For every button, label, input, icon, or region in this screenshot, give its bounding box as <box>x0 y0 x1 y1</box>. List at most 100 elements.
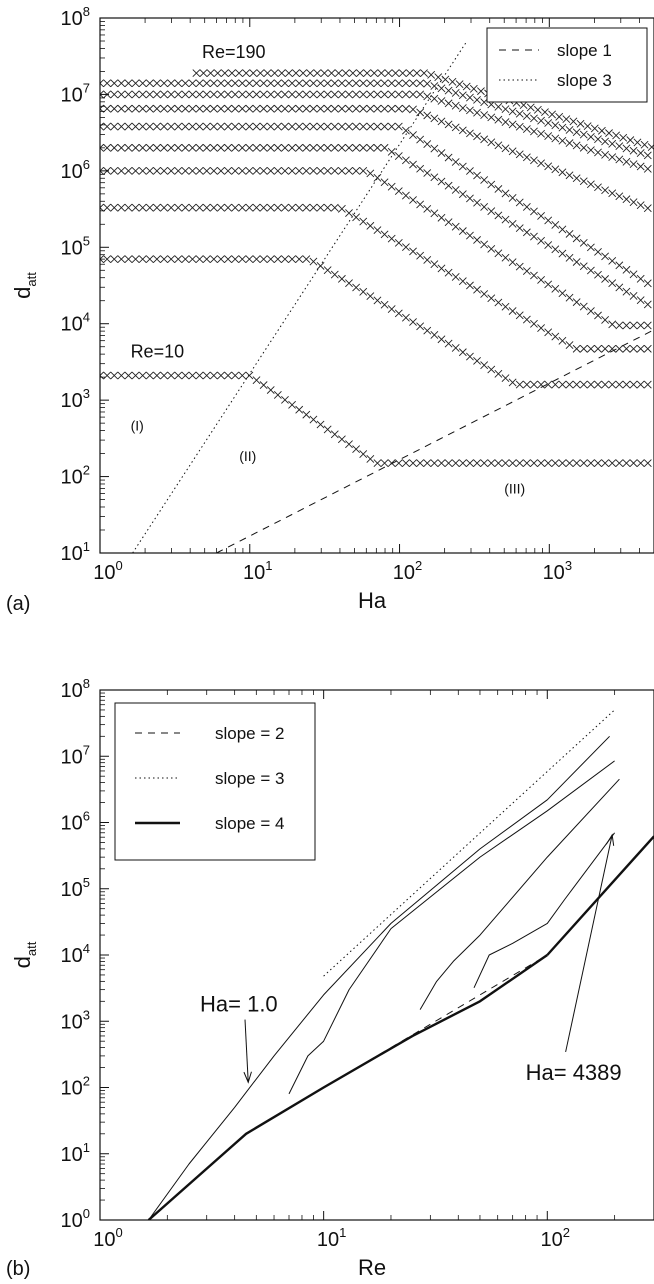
data-point-x <box>209 79 218 88</box>
data-point-x <box>586 180 595 189</box>
data-point-x <box>629 344 638 353</box>
data-point-x <box>316 203 325 212</box>
data-point-x <box>302 410 311 419</box>
data-point-x <box>530 459 538 468</box>
data-point-x <box>558 459 567 468</box>
data-point-x <box>633 138 642 147</box>
data-point-x <box>519 101 528 110</box>
data-point-x <box>309 166 318 175</box>
data-point-x <box>152 166 161 175</box>
data-point-x <box>309 415 318 424</box>
data-point-x <box>231 143 240 152</box>
data-point-x <box>565 139 574 148</box>
data-point-x <box>572 234 581 243</box>
x-tick-label: 102 <box>541 1225 570 1251</box>
data-point-x <box>174 143 183 152</box>
data-point-x <box>259 90 268 99</box>
data-point-x <box>145 143 154 152</box>
data-point-x <box>551 459 560 468</box>
data-point-x <box>373 122 382 131</box>
data-point-x <box>522 267 531 275</box>
data-point-x <box>558 289 567 298</box>
data-point-x <box>145 371 154 380</box>
data-point-x <box>473 285 481 294</box>
y-tick-label: 107 <box>61 80 90 106</box>
data-point-x <box>384 69 393 78</box>
data-point-x <box>622 380 631 389</box>
data-point-x <box>373 459 382 468</box>
data-point-x <box>124 122 133 131</box>
data-point-x <box>480 361 489 370</box>
arrow-head <box>605 833 615 846</box>
data-point-x <box>288 122 297 131</box>
data-point-x <box>100 143 104 152</box>
arrow-head <box>243 1071 252 1084</box>
data-point-x <box>494 298 503 307</box>
data-point-x <box>320 69 329 78</box>
data-point-x <box>373 90 382 99</box>
data-point-x <box>586 132 595 141</box>
data-point-x <box>188 143 197 152</box>
data-point-x <box>636 380 645 389</box>
annotation-label: Re=10 <box>131 342 185 362</box>
data-point-x <box>473 132 481 141</box>
data-point-x <box>373 79 382 88</box>
data-point-x <box>380 122 389 131</box>
scatter-series <box>192 69 654 152</box>
data-point-x <box>387 147 396 156</box>
series-line-thin <box>419 778 620 1010</box>
data-point-x <box>138 166 147 175</box>
data-point-x <box>501 374 510 383</box>
data-point-x <box>391 69 400 78</box>
data-point-x <box>551 121 560 130</box>
data-point-x <box>622 459 631 468</box>
data-point-x <box>522 228 531 237</box>
data-point-x <box>572 380 581 389</box>
data-point-x <box>202 371 211 380</box>
data-point-x <box>430 82 439 90</box>
data-point-x <box>629 270 638 279</box>
data-point-x <box>288 79 297 88</box>
data-point-x <box>252 376 261 385</box>
data-point-x <box>231 104 240 113</box>
data-point-x <box>323 104 332 113</box>
data-point-x <box>231 371 240 380</box>
data-point-x <box>416 135 425 144</box>
data-point-x <box>277 69 286 78</box>
data-point-x <box>152 255 161 264</box>
data-point-x <box>174 79 183 88</box>
data-point-x <box>209 143 218 152</box>
data-point-x <box>238 203 247 212</box>
data-point-x <box>174 166 183 175</box>
data-point-x <box>138 143 147 152</box>
data-point-x <box>359 143 368 152</box>
data-point-x <box>167 255 176 264</box>
data-point-x <box>565 253 574 262</box>
data-point-x <box>281 143 289 152</box>
reference-line-dotted <box>323 709 615 977</box>
data-point-x <box>281 166 289 175</box>
data-point-x <box>466 231 474 240</box>
data-point-x <box>555 112 564 121</box>
data-point-x <box>323 90 332 99</box>
data-point-x <box>316 122 325 131</box>
data-point-x <box>437 177 446 186</box>
data-point-x <box>281 90 289 99</box>
scatter-series <box>100 104 652 213</box>
data-point-x <box>273 391 282 399</box>
data-point-x <box>558 123 567 132</box>
data-point-x <box>640 140 649 149</box>
data-point-x <box>245 79 254 88</box>
x-tick-label: 101 <box>317 1225 346 1251</box>
data-point-x <box>316 166 325 175</box>
data-point-x <box>586 380 595 389</box>
data-point-x <box>462 82 471 91</box>
data-point-x <box>551 220 560 229</box>
data-point-x <box>387 459 396 468</box>
data-point-x <box>273 104 282 113</box>
data-point-x <box>337 143 346 152</box>
data-point-x <box>288 104 297 113</box>
data-point-x <box>359 104 368 113</box>
data-point-x <box>451 89 460 97</box>
y-tick-label: 101 <box>61 539 90 565</box>
